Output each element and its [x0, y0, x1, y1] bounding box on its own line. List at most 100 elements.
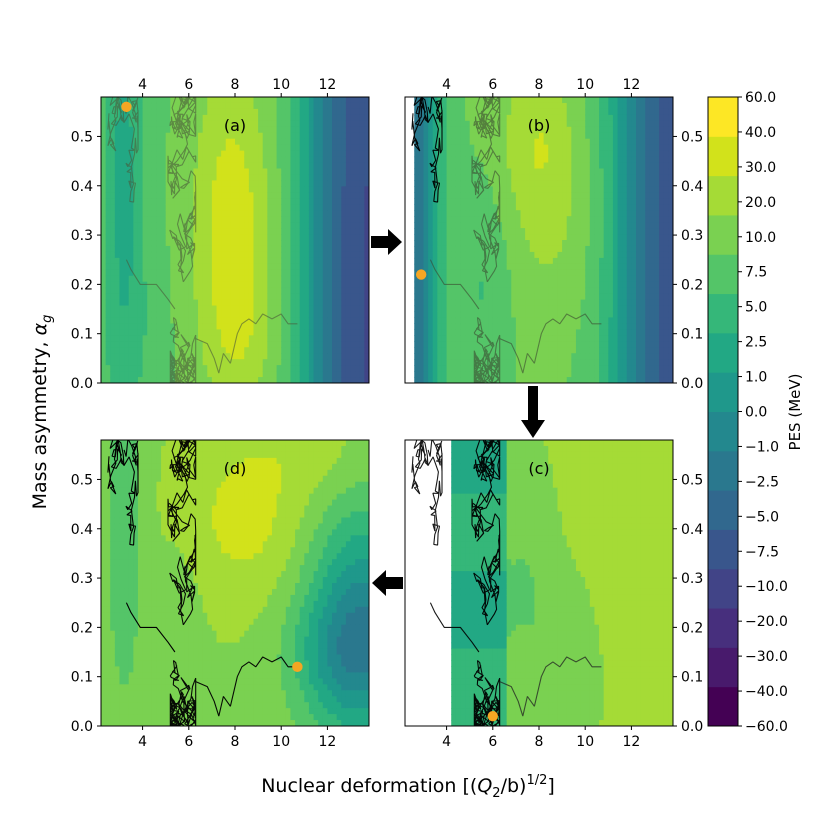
contour-cell: [552, 210, 559, 217]
contour-cell: [137, 269, 144, 277]
contour-cell: [267, 97, 273, 104]
contour-cell: [271, 353, 278, 360]
contour-cell: [557, 353, 563, 360]
contour-cell: [341, 293, 347, 301]
contour-cell: [345, 97, 352, 104]
contour-cell: [405, 180, 411, 187]
contour-cell: [423, 359, 429, 366]
contour-cell: [285, 168, 292, 176]
contour-cell: [543, 102, 549, 110]
contour-cell: [557, 102, 563, 110]
contour-cell: [258, 353, 264, 360]
contour-cell: [423, 192, 429, 199]
contour-cell: [281, 323, 287, 330]
contour-cell: [322, 263, 329, 271]
contour-cell: [322, 305, 329, 313]
contour-cell: [161, 132, 167, 140]
contour-cell: [304, 132, 310, 140]
contour-cell: [133, 359, 139, 366]
contour-cell: [437, 126, 443, 134]
contour-cell: [308, 240, 315, 247]
contour-cell: [230, 234, 236, 241]
contour-cell: [304, 329, 310, 336]
contour-cell: [253, 204, 259, 211]
contour-cell: [589, 114, 596, 122]
contour-cell: [441, 359, 448, 366]
contour-cell: [446, 138, 452, 146]
contour-cell: [575, 126, 582, 134]
contour-cell: [170, 299, 176, 307]
contour-cell: [230, 275, 236, 283]
contour-cell: [515, 240, 522, 247]
contour-cell: [119, 126, 125, 134]
contour-cell: [225, 120, 231, 128]
contour-cell: [299, 186, 305, 193]
contour-cell: [580, 120, 586, 128]
contour-cell: [539, 353, 545, 360]
contour-cell: [290, 305, 296, 313]
contour-cell: [128, 150, 134, 158]
contour-cell: [548, 275, 554, 283]
contour-cell: [142, 263, 148, 271]
contour-cell: [207, 168, 213, 176]
contour-cell: [295, 281, 301, 289]
contour-cell: [566, 120, 572, 128]
contour-cell: [327, 198, 333, 205]
contour-cell: [114, 156, 121, 164]
contour-cell: [492, 299, 499, 307]
contour-cell: [580, 204, 586, 211]
contour-cell: [364, 168, 369, 176]
contour-cell: [119, 329, 125, 336]
contour-cell: [409, 228, 415, 235]
contour-cell: [585, 222, 591, 229]
contour-cell: [304, 216, 310, 223]
contour-cell: [529, 186, 535, 193]
contour-cell: [244, 305, 250, 313]
contour-cell: [216, 347, 222, 354]
contour-cell: [267, 192, 273, 199]
contour-cell: [539, 150, 545, 158]
contour-cell: [428, 347, 434, 354]
contour-cell: [170, 198, 176, 205]
contour-cell: [446, 371, 452, 378]
contour-cell: [258, 251, 264, 259]
contour-cell: [488, 174, 494, 182]
contour-cell: [216, 263, 222, 271]
contour-cell: [308, 329, 315, 336]
contour-cell: [133, 192, 139, 199]
contour-cell: [474, 97, 480, 104]
contour-cell: [281, 245, 287, 253]
contour-cell: [557, 97, 563, 104]
contour-cell: [225, 216, 231, 223]
contour-cell: [520, 353, 526, 360]
contour-cell: [455, 174, 462, 182]
contour-cell: [539, 144, 545, 152]
contour-cell: [267, 132, 273, 140]
contour-cell: [455, 234, 462, 241]
contour-cell: [235, 251, 241, 259]
contour-cell: [350, 234, 356, 241]
contour-cell: [492, 311, 499, 319]
contour-cell: [409, 353, 415, 360]
contour-cell: [585, 359, 591, 366]
contour-cell: [432, 377, 438, 383]
contour-cell: [221, 216, 227, 223]
contour-cell: [409, 186, 415, 193]
contour-cell: [327, 132, 333, 140]
contour-cell: [258, 341, 264, 348]
contour-cell: [589, 377, 596, 383]
contour-cell: [562, 317, 568, 325]
contour-cell: [594, 245, 600, 253]
contour-cell: [599, 192, 605, 199]
contour-cell: [502, 305, 508, 313]
contour-cell: [285, 180, 292, 187]
contour-cell: [488, 156, 494, 164]
contour-cell: [350, 365, 356, 372]
contour-cell: [359, 251, 365, 259]
contour-cell: [276, 180, 282, 187]
contour-cell: [101, 281, 107, 289]
contour-cell: [455, 144, 462, 152]
contour-cell: [599, 263, 605, 271]
contour-cell: [165, 353, 171, 360]
contour-cell: [488, 257, 494, 265]
